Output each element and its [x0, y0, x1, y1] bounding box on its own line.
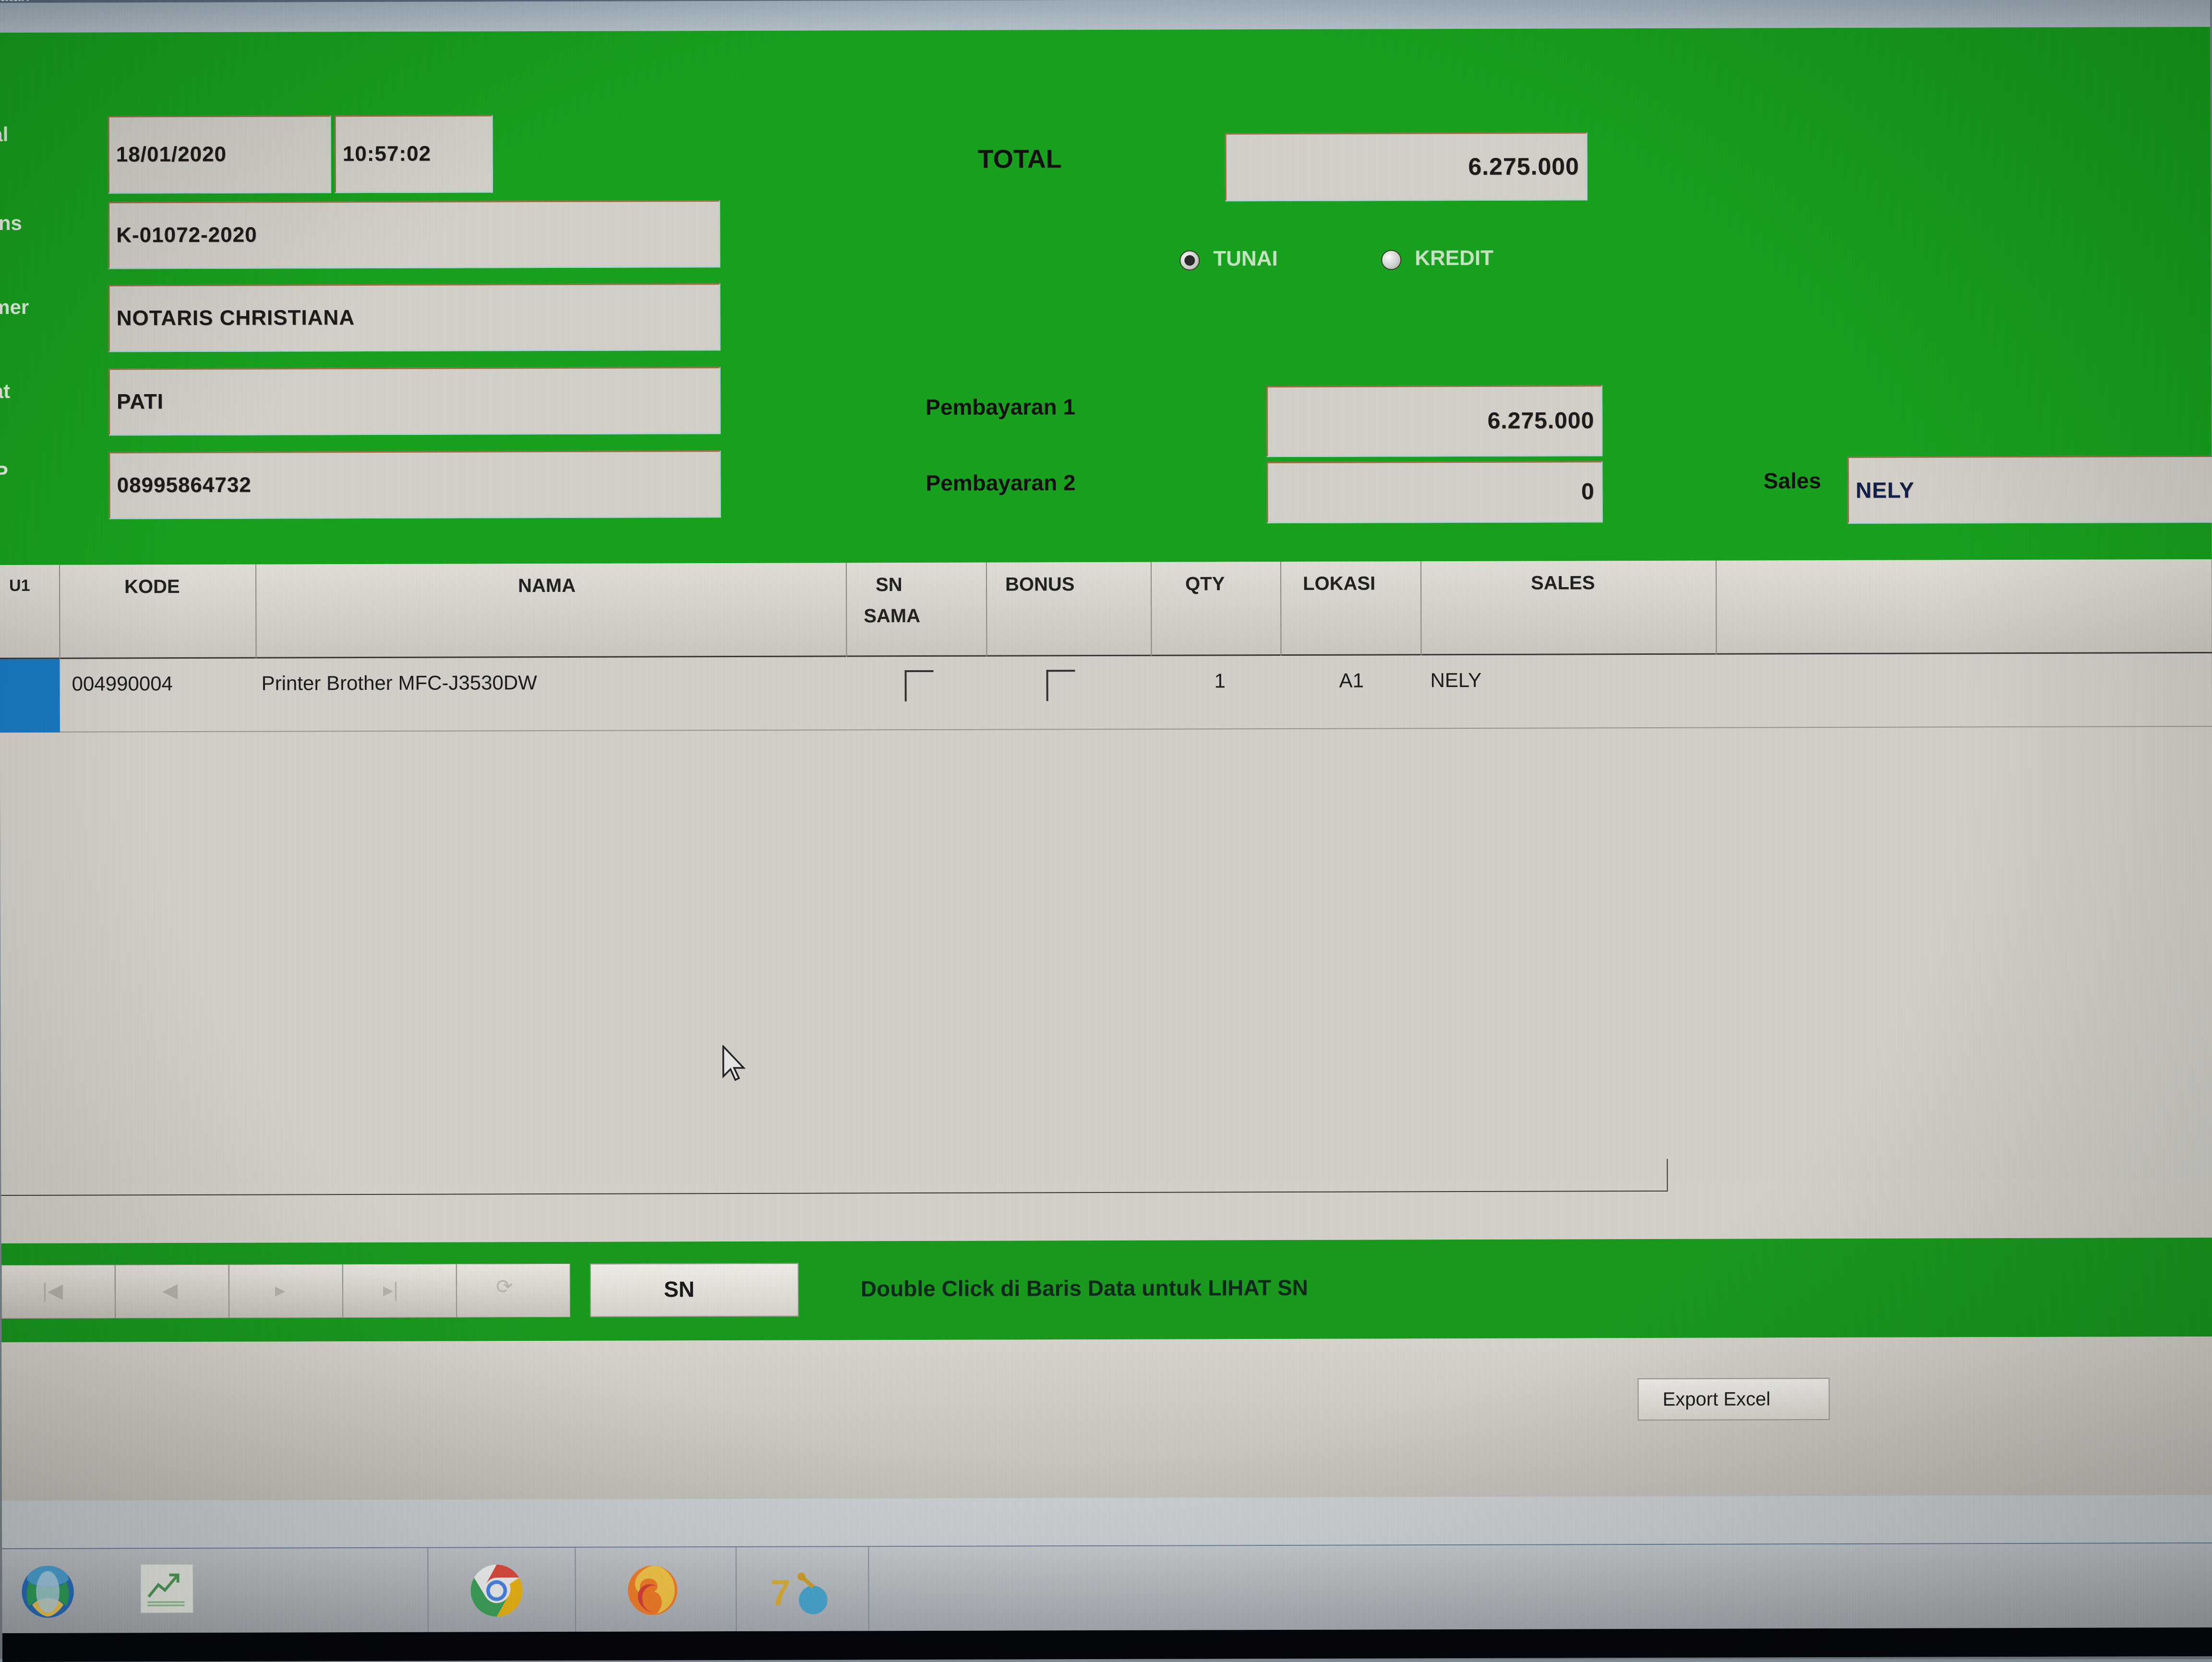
svg-text:7: 7	[770, 1573, 791, 1614]
